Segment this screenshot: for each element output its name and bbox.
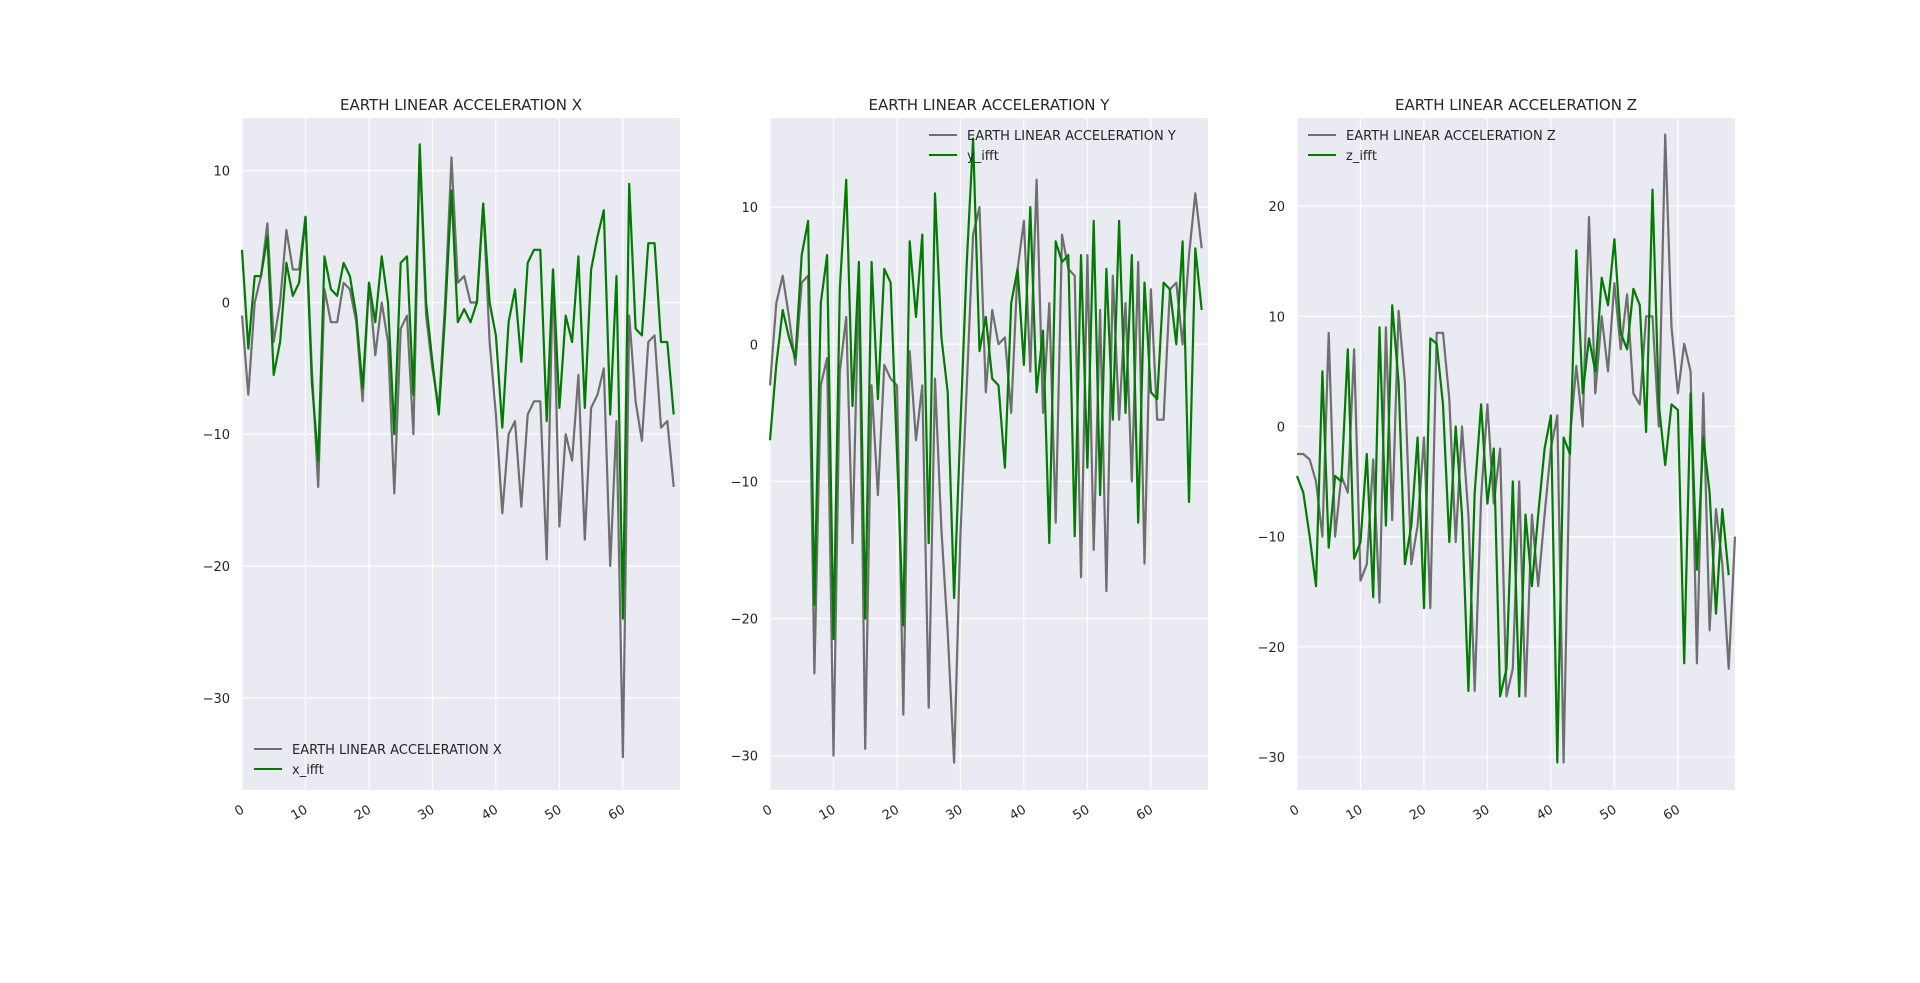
y-tick-label: −20 — [203, 560, 230, 575]
plot-title: EARTH LINEAR ACCELERATION Y — [869, 96, 1111, 114]
x-tick-label: 30 — [416, 802, 438, 823]
y-tick-label: 10 — [1268, 310, 1285, 325]
y-tick-label: 10 — [741, 201, 758, 216]
axes-background — [1297, 118, 1735, 790]
series-lines — [768, 137, 1203, 764]
x-tick-label: 40 — [479, 802, 501, 823]
y-tick-label: 0 — [750, 338, 758, 353]
x-tick-label: 40 — [1007, 802, 1029, 823]
y-tick-label: −20 — [1258, 641, 1285, 656]
series-line — [768, 137, 1203, 641]
legend-label: EARTH LINEAR ACCELERATION Y — [967, 129, 1176, 144]
x-tick-label: 50 — [1598, 802, 1620, 823]
series-line — [240, 143, 675, 620]
x-tick-labels: 0 10 20 30 40 50 60 — [232, 802, 628, 823]
legend: EARTH LINEAR ACCELERATION Y y_ifft — [929, 129, 1176, 164]
y-tick-label: −10 — [731, 475, 758, 490]
x-tick-label: 30 — [944, 802, 966, 823]
y-tick-labels: 10 0 −10 −20 −30 — [203, 165, 230, 707]
x-tick-labels: 0 10 20 30 40 50 60 — [760, 802, 1156, 823]
y-tick-label: 0 — [1277, 420, 1285, 435]
legend: EARTH LINEAR ACCELERATION Z z_ifft — [1308, 129, 1556, 164]
x-tick-label: 60 — [1134, 802, 1156, 823]
subplot-x: EARTH LINEAR ACCELERATION X 10 0 −10 −20 −30… — [203, 96, 680, 824]
x-tick-label: 60 — [606, 802, 628, 823]
y-tick-label: 0 — [222, 296, 230, 311]
y-tick-label: −10 — [203, 428, 230, 443]
y-tick-label: 10 — [213, 165, 230, 180]
x-tick-label: 20 — [1407, 802, 1429, 823]
x-tick-label: 20 — [880, 802, 902, 823]
legend-label: z_ifft — [1346, 149, 1377, 164]
x-tick-label: 50 — [1071, 802, 1093, 823]
x-tick-label: 20 — [352, 802, 374, 823]
series-lines — [1295, 133, 1737, 764]
gridlines — [241, 118, 680, 790]
plot-title: EARTH LINEAR ACCELERATION Z — [1395, 96, 1637, 114]
legend-label: x_ifft — [292, 763, 324, 778]
y-tick-label: −30 — [731, 750, 758, 765]
x-tick-label: 10 — [289, 802, 311, 823]
subplot-y: EARTH LINEAR ACCELERATION Y 10 0 −10 −20 −30… — [731, 96, 1208, 824]
legend-label: y_ifft — [967, 149, 999, 164]
y-tick-label: 20 — [1268, 200, 1285, 215]
legend: EARTH LINEAR ACCELERATION X x_ifft — [254, 743, 502, 778]
y-tick-label: −30 — [203, 692, 230, 707]
x-tick-label: 60 — [1661, 802, 1683, 823]
legend-label: EARTH LINEAR ACCELERATION Z — [1346, 129, 1556, 144]
series-lines — [240, 143, 675, 759]
x-tick-label: 40 — [1534, 802, 1556, 823]
x-tick-label: 50 — [543, 802, 565, 823]
series-line — [1295, 188, 1730, 764]
x-tick-label: 30 — [1471, 802, 1493, 823]
y-tick-label: −30 — [1258, 751, 1285, 766]
y-tick-labels: 20 10 0 −10 −20 −30 — [1258, 200, 1285, 766]
legend-label: EARTH LINEAR ACCELERATION X — [292, 743, 502, 758]
subplot-z: EARTH LINEAR ACCELERATION Z 20 10 0 −10 −20 −… — [1258, 96, 1737, 824]
series-line — [768, 178, 1203, 764]
x-tick-label: 10 — [817, 802, 839, 823]
y-tick-label: −10 — [1258, 531, 1285, 546]
x-tick-label: 10 — [1344, 802, 1366, 823]
y-tick-labels: 10 0 −10 −20 −30 — [731, 201, 758, 765]
y-tick-label: −20 — [731, 613, 758, 628]
plot-title: EARTH LINEAR ACCELERATION X — [340, 96, 582, 114]
